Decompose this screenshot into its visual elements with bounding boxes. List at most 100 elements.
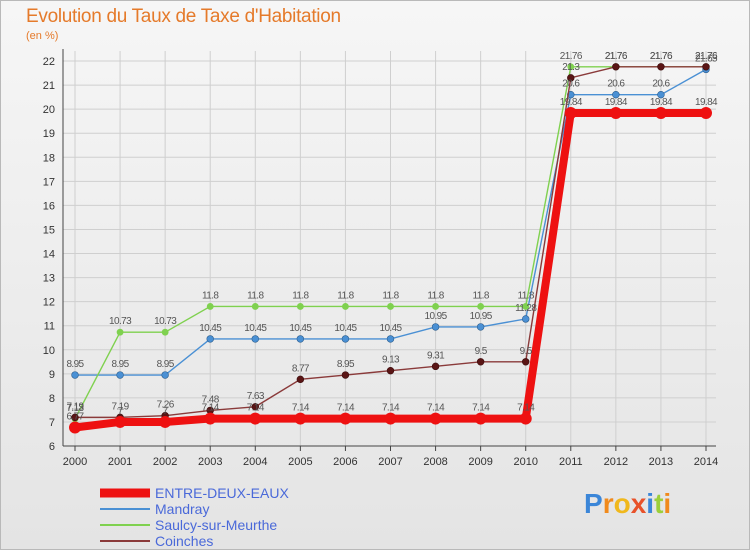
- data-label: 19.84: [695, 97, 718, 108]
- data-point: [522, 315, 530, 323]
- data-point: [476, 323, 485, 331]
- data-point: [386, 366, 395, 375]
- x-tick-label: 2008: [423, 456, 447, 468]
- data-point: [69, 421, 81, 434]
- data-label: 6.77: [66, 411, 84, 422]
- data-point: [296, 375, 305, 384]
- data-point: [432, 303, 439, 310]
- data-point: [204, 412, 217, 425]
- data-label: 19.84: [605, 97, 628, 108]
- x-tick-label: 2006: [333, 456, 357, 468]
- data-label: 8.95: [337, 359, 355, 370]
- x-tick-label: 2013: [649, 456, 673, 468]
- data-point: [116, 328, 124, 336]
- data-label: 7.14: [472, 403, 490, 414]
- data-label: 7.63: [247, 391, 265, 402]
- data-label: 7.14: [427, 403, 445, 414]
- x-tick-label: 2001: [108, 456, 132, 468]
- data-label: 7.14: [517, 403, 535, 414]
- x-tick-label: 2000: [63, 456, 87, 468]
- x-tick-label: 2002: [153, 456, 177, 468]
- data-point: [249, 412, 262, 425]
- data-label: 21.76: [695, 51, 718, 62]
- y-tick-label: 20: [43, 104, 55, 116]
- data-point: [386, 335, 395, 343]
- data-label: 8.95: [66, 359, 84, 370]
- data-label: 19.84: [560, 97, 583, 108]
- data-point: [567, 74, 575, 82]
- data-label: 11.8: [382, 290, 399, 301]
- data-label: 11.28: [515, 303, 537, 314]
- data-label: 10.45: [334, 323, 357, 334]
- data-label: 10.95: [425, 311, 448, 322]
- data-point: [702, 63, 710, 71]
- data-label: 19.84: [650, 97, 673, 108]
- data-label: 21.76: [650, 51, 673, 62]
- data-point: [161, 371, 169, 379]
- data-label: 7.48: [202, 394, 220, 405]
- data-label: 11.8: [247, 290, 264, 301]
- data-point: [342, 303, 349, 310]
- data-point: [387, 303, 394, 310]
- data-label: 7: [118, 406, 124, 417]
- data-label: 20.6: [607, 79, 625, 90]
- x-tick-label: 2007: [378, 456, 402, 468]
- data-label: 21.65: [695, 53, 718, 64]
- data-label: 7.14: [202, 403, 220, 414]
- data-point: [159, 415, 172, 428]
- data-point: [657, 63, 665, 71]
- data-label: 21.76: [605, 51, 628, 62]
- y-tick-label: 7: [49, 417, 55, 429]
- data-label: 10.45: [244, 323, 267, 334]
- data-point: [339, 412, 352, 425]
- data-label: 20.6: [562, 79, 580, 90]
- data-label: 8.77: [292, 363, 310, 374]
- axis-layer: 6 7 8 9 10 11 12 13 14 15 16 17 18 19 20 21 22 2000 2001 20…: [43, 49, 718, 468]
- y-tick-label: 6: [49, 441, 55, 453]
- data-point: [612, 63, 620, 71]
- data-label: 9.5: [520, 346, 533, 357]
- data-label: 11.8: [472, 290, 489, 301]
- y-tick-label: 15: [43, 224, 55, 236]
- series-layer: [69, 63, 712, 434]
- data-label: 7: [163, 406, 169, 417]
- y-tick-label: 13: [43, 273, 55, 285]
- data-label: 10.95: [470, 311, 493, 322]
- data-point: [609, 106, 622, 119]
- y-tick-label: 22: [43, 56, 55, 68]
- data-label: 21.3: [562, 62, 580, 73]
- data-label: 21.76: [560, 51, 583, 62]
- data-label: 10.73: [154, 316, 177, 327]
- data-point: [612, 90, 620, 99]
- data-label: 7.14: [247, 403, 265, 414]
- legend: ENTRE-DEUX-EAUXMandraySaulcy-sur-Meurthe…: [100, 485, 289, 549]
- data-label: 7.13: [66, 403, 84, 414]
- legend-label: Coinches: [155, 533, 213, 549]
- data-point: [564, 106, 577, 119]
- data-point: [206, 303, 214, 310]
- data-label: 20.6: [652, 79, 670, 90]
- data-point: [71, 413, 79, 422]
- data-label: 11.8: [337, 290, 354, 301]
- y-tick-label: 18: [43, 152, 55, 164]
- data-label: 11.8: [427, 290, 444, 301]
- y-tick-label: 17: [43, 176, 55, 188]
- label-layer: 6.77 7 7 7.14 7.14 7.14 7.14 7.14 7.14 7.14 7.14 19…: [66, 51, 718, 423]
- data-point: [431, 323, 440, 331]
- data-label: 10.45: [289, 323, 312, 334]
- data-label: 11.8: [292, 290, 309, 301]
- x-tick-label: 2014: [694, 456, 718, 468]
- data-point: [341, 371, 350, 379]
- data-label: 7.19: [66, 401, 84, 412]
- data-point: [654, 106, 667, 119]
- data-label: 10.45: [199, 323, 222, 334]
- y-tick-label: 8: [49, 393, 55, 405]
- data-label: 9.5: [475, 346, 488, 357]
- data-label: 21.76: [695, 51, 718, 62]
- data-point: [116, 371, 124, 379]
- x-tick-label: 2011: [559, 456, 583, 468]
- data-point: [161, 328, 169, 336]
- data-point: [206, 335, 214, 343]
